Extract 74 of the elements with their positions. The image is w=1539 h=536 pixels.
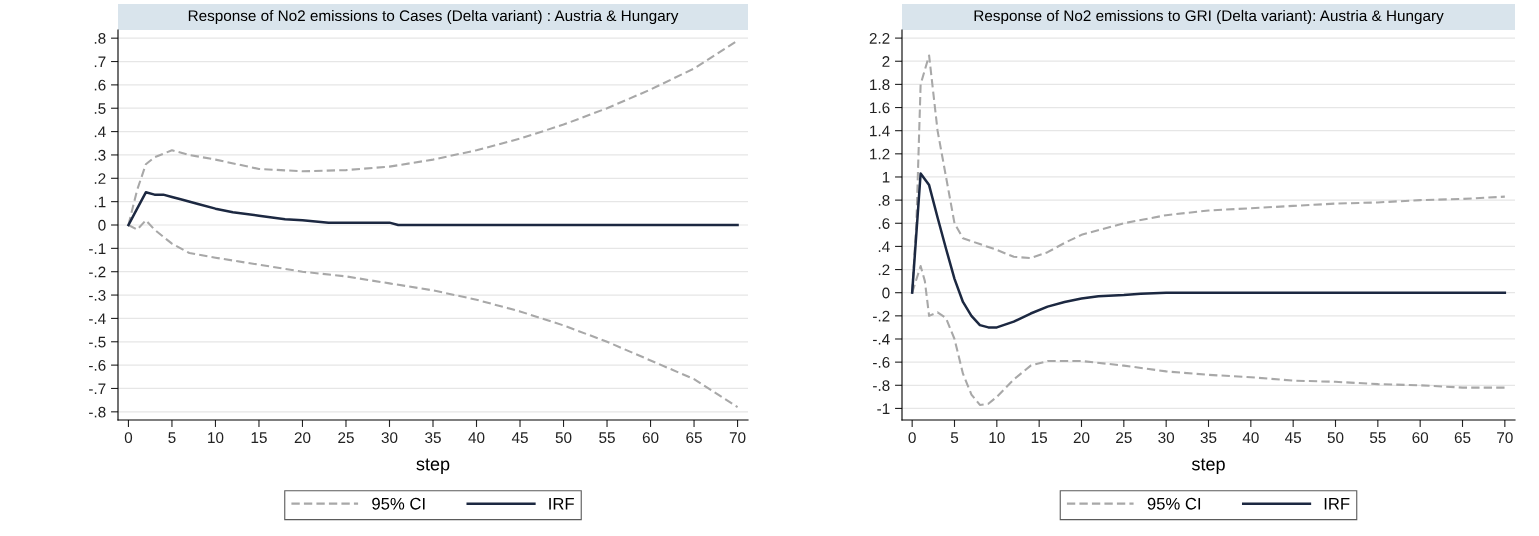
y-tick-label: .4 [878, 241, 890, 252]
x-tick-label: 45 [511, 432, 528, 444]
legend-label: IRF [549, 498, 574, 510]
x-tick-label: 40 [468, 432, 485, 444]
x-tick-label: 10 [208, 432, 224, 444]
x-tick-label: 0 [124, 432, 133, 444]
x-tick-label: 50 [1327, 432, 1344, 444]
x-tick-label: 25 [338, 432, 354, 444]
y-tick-label: 0 [882, 287, 890, 299]
y-tick-label: 0 [98, 219, 106, 231]
y-tick-label: .2 [878, 264, 890, 276]
y-tick-label: .8 [878, 194, 890, 206]
legend-label: 95% CI [1147, 497, 1201, 510]
x-tick-label: 35 [1200, 432, 1217, 444]
y-tick-label: -.4 [89, 313, 106, 324]
y-tick-label: -.1 [89, 243, 106, 254]
x-tick-label: 5 [168, 432, 176, 444]
x-tick-label: 65 [686, 432, 702, 444]
legend-label: IRF [1324, 498, 1350, 510]
x-tick-label: 65 [1454, 432, 1471, 444]
y-tick-label: -.2 [873, 310, 890, 322]
y-tick-label: -1 [877, 403, 890, 414]
chart-title: Response of No2 emissions to GRI (Delta variant): Austria & Hungary [974, 9, 1444, 25]
x-tick-label: 10 [989, 432, 1005, 444]
y-tick-label: .6 [878, 218, 890, 229]
y-tick-label: .2 [94, 173, 106, 184]
y-tick-label: -.2 [89, 266, 106, 278]
y-tick-label: .3 [94, 149, 106, 161]
x-tick-label: 40 [1242, 432, 1259, 444]
x-tick-label: 70 [1497, 432, 1513, 444]
x-tick-label: 15 [1031, 432, 1048, 444]
x-tick-label: 30 [1158, 432, 1175, 444]
line-series [127, 191, 739, 227]
y-tick-label: -.4 [873, 334, 890, 345]
y-tick-label: -.8 [873, 380, 890, 391]
y-tick-label: 1.2 [870, 148, 890, 160]
y-tick-label: -.8 [89, 406, 106, 418]
legend-label: 95% CI [372, 497, 425, 510]
y-tick-label: 1 [882, 172, 890, 183]
x-tick-label: 0 [908, 432, 916, 444]
y-tick-label: 2 [882, 56, 890, 67]
y-tick-label: 1.8 [870, 79, 890, 91]
line-series [910, 172, 1507, 329]
x-tick-label: 35 [425, 432, 441, 444]
x-tick-label: 5 [950, 432, 959, 444]
x-tick-label: 30 [381, 432, 398, 444]
x-tick-label: 60 [642, 432, 659, 444]
y-tick-label: 2.2 [869, 32, 890, 44]
y-tick-label: .8 [94, 33, 106, 44]
x-tick-label: 60 [1412, 432, 1429, 444]
y-tick-label: -.6 [873, 357, 890, 368]
x-axis-title: step [1191, 458, 1225, 474]
x-tick-label: 20 [1073, 432, 1090, 444]
y-tick-label: 1.4 [870, 125, 890, 137]
x-tick-label: 45 [1285, 432, 1302, 444]
y-tick-label: .5 [94, 103, 106, 114]
x-tick-label: 70 [729, 432, 746, 444]
y-tick-label: .6 [94, 79, 106, 91]
x-tick-label: 15 [251, 432, 267, 444]
x-tick-label: 20 [294, 432, 311, 444]
x-tick-label: 55 [1369, 432, 1386, 444]
y-tick-label: .7 [94, 56, 106, 68]
y-tick-label: .4 [94, 126, 106, 138]
y-tick-label: -.5 [89, 336, 106, 348]
x-tick-label: 25 [1116, 432, 1132, 444]
x-tick-label: 55 [599, 432, 615, 444]
y-tick-label: -.3 [89, 289, 106, 301]
y-tick-label: .1 [94, 196, 106, 208]
y-tick-label: 1.6 [870, 102, 890, 114]
x-axis-title: step [416, 458, 450, 474]
y-tick-label: -.7 [89, 383, 106, 395]
y-tick-label: -.6 [89, 359, 106, 371]
x-tick-label: 50 [555, 432, 572, 444]
chart-title: Response of No2 emissions to Cases (Delta variant) : Austria & Hungary [188, 9, 679, 25]
